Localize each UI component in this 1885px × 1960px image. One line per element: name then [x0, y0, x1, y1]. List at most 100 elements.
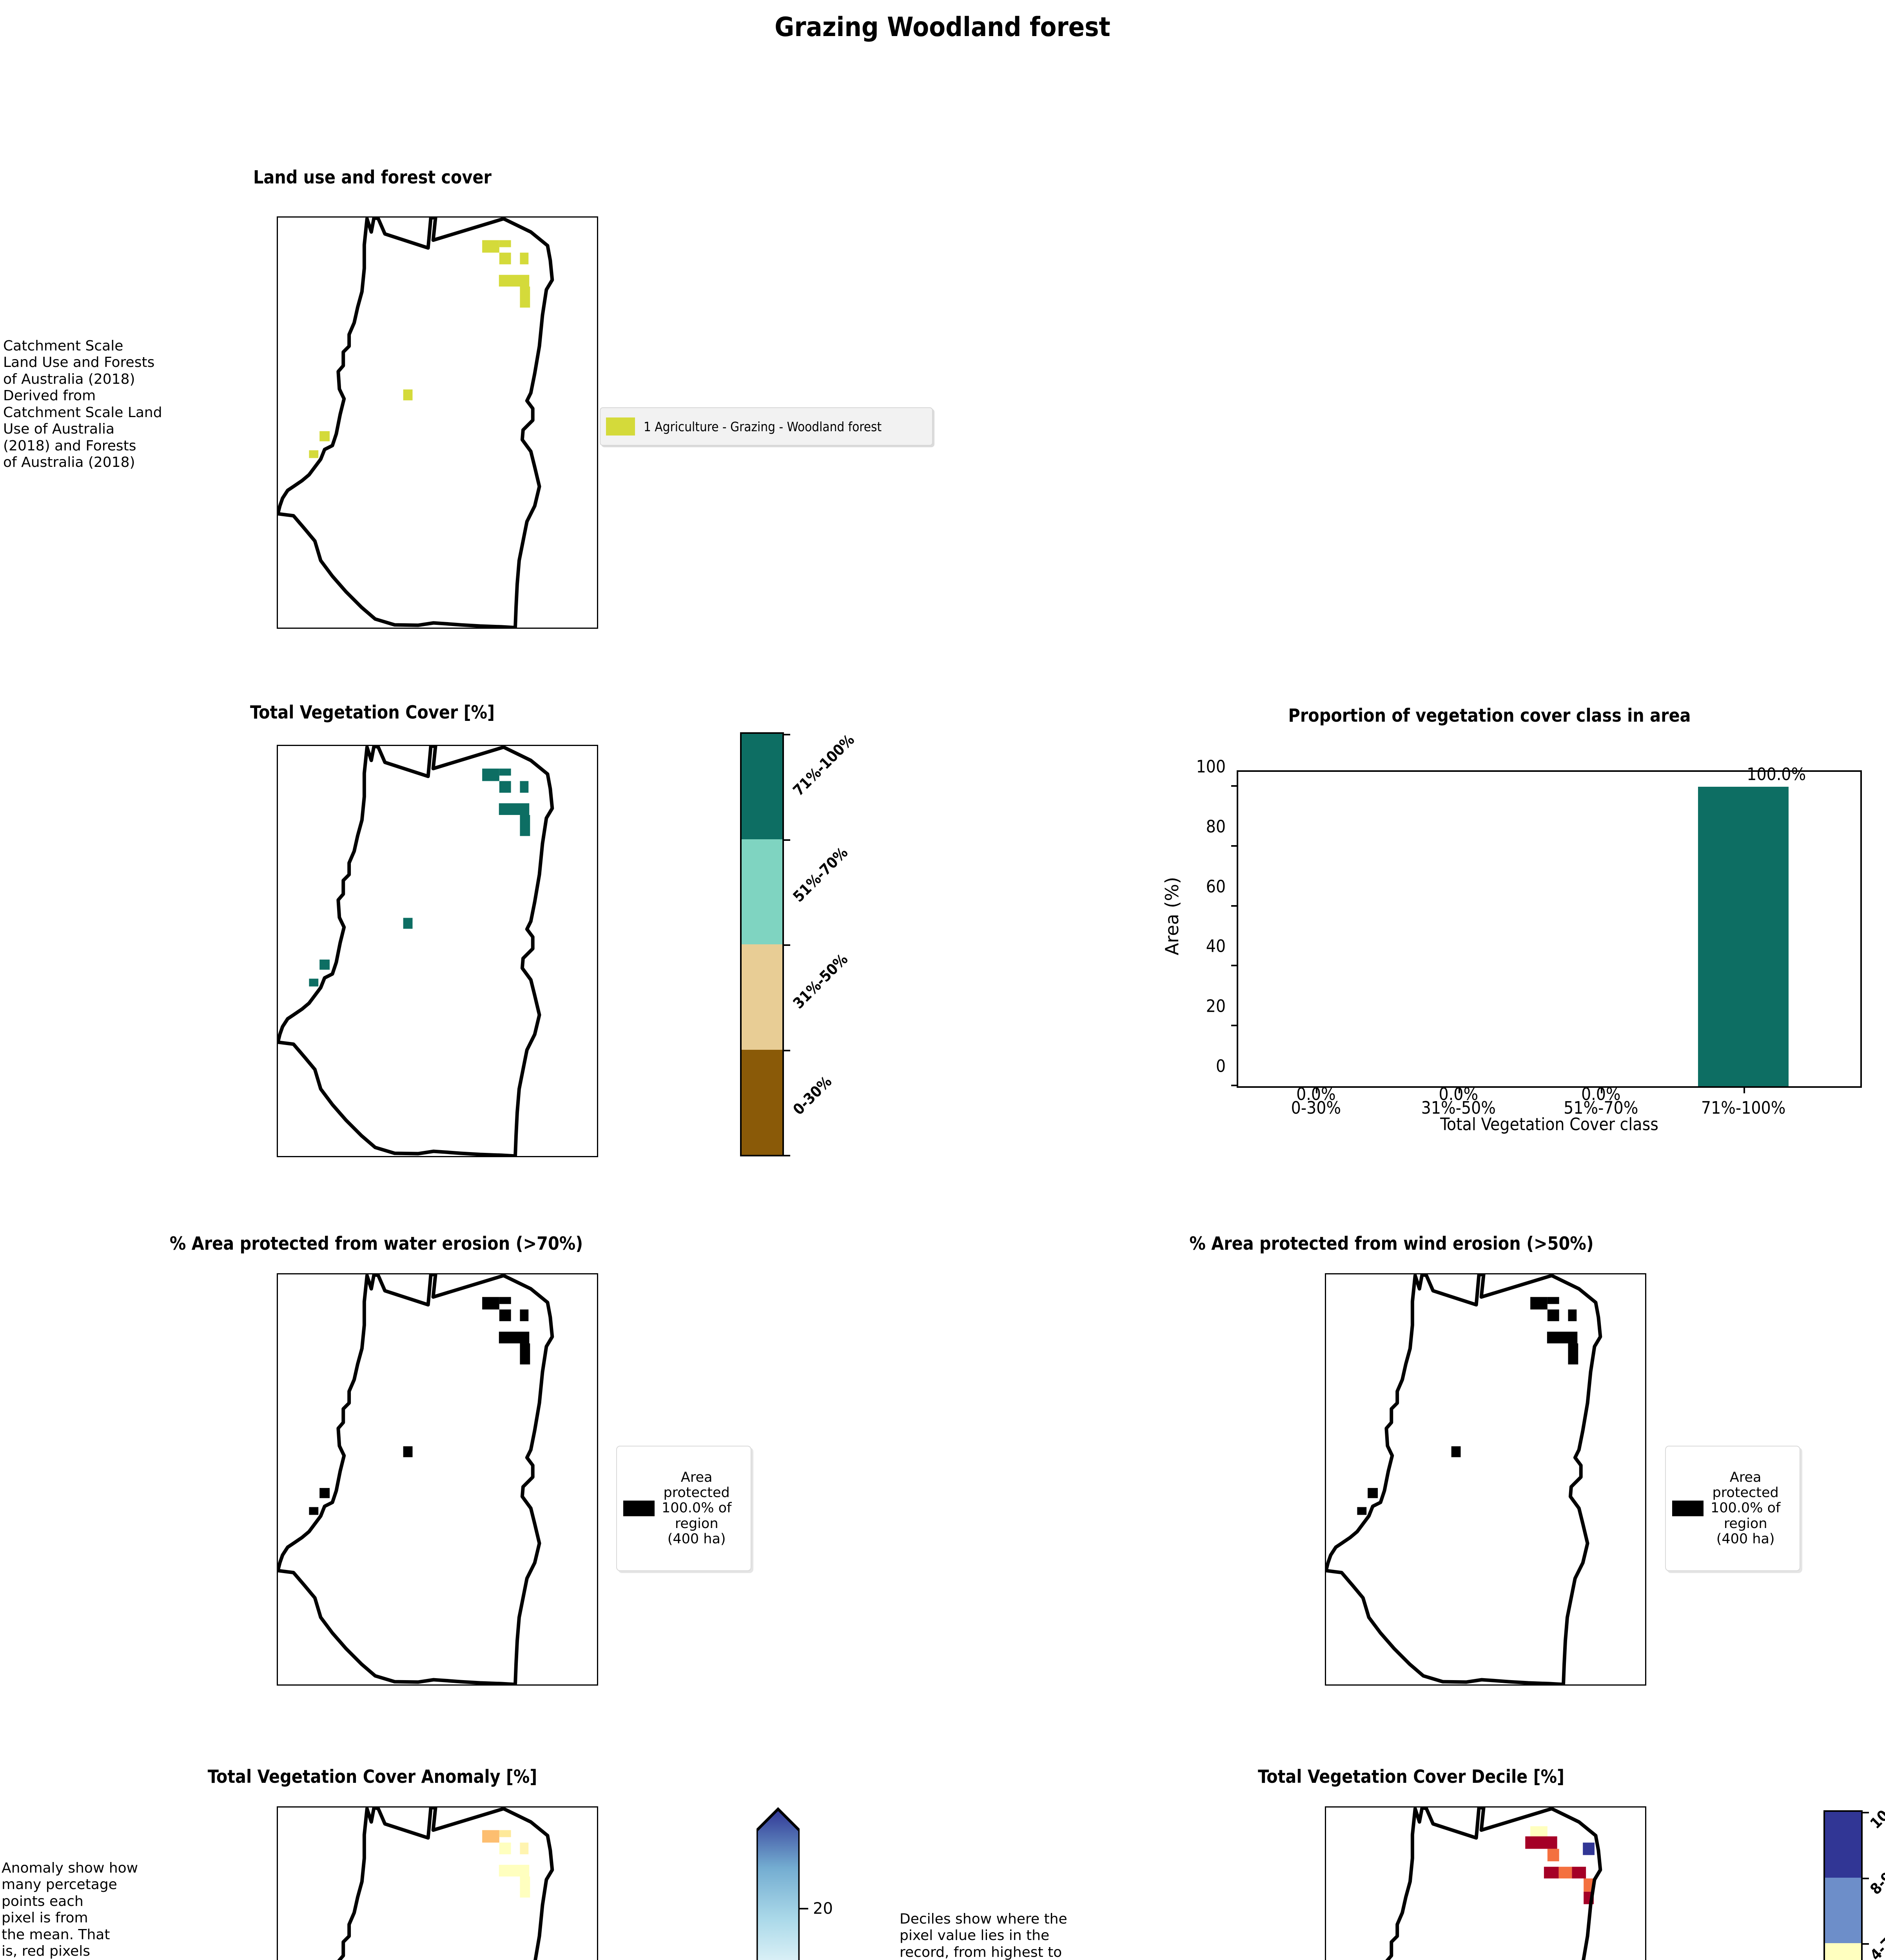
wind-tick-left-3: [1325, 1561, 1326, 1562]
decile-tick-left-1: [1325, 1862, 1326, 1864]
landuse-tick-bottom-2: [450, 628, 452, 629]
decile-colorbar-tick-1: [1861, 1877, 1869, 1879]
cover-colorbar-seg-2: [742, 944, 782, 1050]
y-tick-40: [1231, 965, 1238, 967]
y-axis-title: Area (%): [1161, 877, 1183, 956]
cover-tick-left-3: [277, 1032, 278, 1033]
water-erosion-map[interactable]: [277, 1273, 598, 1686]
protected-pixels: [309, 1297, 530, 1515]
decile-colorbar-tick-0: [1861, 1812, 1869, 1813]
wind-erosion-legend-label: Area protected 100.0% of region (400 ha): [1711, 1470, 1781, 1547]
decile-pixels: [1525, 1826, 1595, 1904]
decile-map-svg: [1385, 1808, 1602, 1960]
landuse-tick-left-2: [277, 386, 278, 387]
y-tick-label-20: 20: [1206, 996, 1226, 1016]
y-tick-0: [1231, 1085, 1238, 1086]
anomaly-side-note: Anomaly show how many percetage points e…: [2, 1860, 138, 1960]
anomaly-pixels: [482, 1830, 530, 1898]
region-boundary: [337, 1808, 554, 1960]
region-boundary-south: [278, 512, 517, 628]
decile-map[interactable]: [1325, 1806, 1646, 1960]
cover-colorbar-tick-0: [782, 734, 790, 735]
anomaly-colorbar-svg: [757, 1807, 800, 1960]
cover-colorbar-label-3: 0-30%: [789, 1073, 835, 1118]
decile-side-note: Deciles show where the pixel value lies …: [900, 1911, 1067, 1960]
anomaly-map[interactable]: [277, 1806, 598, 1960]
landuse-legend[interactable]: 1 Agriculture - Grazing - Woodland fores…: [600, 407, 933, 446]
x-tick-1: [1458, 1086, 1460, 1093]
anomaly-tick-left-1: [277, 1862, 278, 1864]
wind-erosion-legend[interactable]: Area protected 100.0% of region (400 ha): [1665, 1446, 1800, 1571]
x-tick-0: [1316, 1086, 1318, 1093]
cover-panel-title: Total Vegetation Cover [%]: [250, 702, 495, 723]
protected-pixels: [1357, 1297, 1578, 1515]
decile-colorbar-label-8-9: 8-9: [1867, 1868, 1885, 1898]
cover-colorbar[interactable]: 71%-100% 51%-70% 31%-50% 0-30%: [740, 731, 858, 1156]
x-tick-label-2: 51%-70%: [1564, 1098, 1638, 1118]
cover-colorbar-tick-4: [782, 1155, 790, 1156]
region-boundary: [278, 218, 554, 628]
cover-map[interactable]: [277, 745, 598, 1157]
water-tick-left-2: [277, 1443, 278, 1444]
decile-colorbar-tick-2: [1861, 1943, 1869, 1945]
landuse-map[interactable]: [277, 216, 598, 629]
y-tick-label-80: 80: [1206, 817, 1226, 837]
region-boundary-south: [1326, 1569, 1566, 1684]
anomaly-colorbar[interactable]: 20 10 0 −10 −20: [757, 1807, 833, 1960]
cover-tick-left-2: [277, 915, 278, 916]
y-tick-100: [1231, 785, 1238, 787]
region-boundary: [278, 1274, 554, 1684]
cover-tick-bottom-3: [576, 1156, 577, 1157]
landuse-tick-bottom-3: [576, 628, 577, 629]
proportion-bar-chart[interactable]: Proportion of vegetation cover class in …: [1117, 698, 1862, 1227]
water-erosion-map-svg: [278, 1274, 554, 1684]
cover-colorbar-seg-1: [742, 839, 782, 944]
page-title: Grazing Woodland forest: [775, 12, 1110, 43]
y-tick-20: [1231, 1025, 1238, 1027]
wind-tick-bottom-1: [1369, 1684, 1370, 1686]
cover-colorbar-label-0: 71%-100%: [789, 731, 858, 799]
cover-colorbar-seg-0: [742, 734, 782, 839]
landuse-map-svg: [278, 218, 554, 628]
region-boundary-south: [278, 1040, 517, 1156]
decile-colorbar-seg-4-7: [1825, 1943, 1861, 1960]
region-boundary-south: [278, 1569, 517, 1684]
bar-chart-title: Proportion of vegetation cover class in …: [1288, 705, 1691, 726]
water-tick-bottom-1: [321, 1684, 322, 1686]
water-erosion-legend-swatch: [623, 1501, 655, 1516]
x-axis-title: Total Vegetation Cover class: [1440, 1114, 1658, 1134]
region-boundary: [278, 746, 554, 1156]
wind-tick-left-2: [1325, 1443, 1326, 1444]
cover-colorbar-tick-2: [782, 944, 790, 946]
cover-colorbar-label-2: 31%-50%: [789, 950, 851, 1012]
anomaly-colorbar-label-20: 20: [813, 1900, 833, 1918]
wind-tick-left-1: [1325, 1329, 1326, 1330]
landuse-tick-bottom-1: [321, 628, 322, 629]
anomaly-colorbar-tick-20: [800, 1908, 808, 1909]
cover-tick-bottom-2: [450, 1156, 452, 1157]
wind-erosion-panel-title: % Area protected from wind erosion (>50%…: [1189, 1233, 1594, 1254]
landuse-tick-left-1: [277, 272, 278, 274]
wind-erosion-map-svg: [1326, 1274, 1602, 1684]
region-boundary: [1326, 1274, 1602, 1684]
y-tick-60: [1231, 905, 1238, 907]
wind-erosion-map[interactable]: [1325, 1273, 1646, 1686]
y-tick-80: [1231, 845, 1238, 847]
anomaly-panel-title: Total Vegetation Cover Anomaly [%]: [207, 1766, 537, 1787]
decile-colorbar-label-4-7: 4-7: [1867, 1934, 1885, 1960]
water-erosion-panel-title: % Area protected from water erosion (>70…: [169, 1233, 583, 1254]
y-tick-label-0: 0: [1216, 1056, 1226, 1076]
decile-colorbar[interactable]: 10 8-9 4-7 2-3 1: [1823, 1807, 1885, 1960]
cover-colorbar-seg-3: [742, 1049, 782, 1155]
cover-colorbar-label-1: 51%-70%: [789, 844, 851, 906]
cover-pixels: [309, 768, 530, 987]
x-tick-label-3: 71%-100%: [1701, 1098, 1786, 1118]
wind-tick-bottom-2: [1499, 1684, 1500, 1686]
decile-panel-title: Total Vegetation Cover Decile [%]: [1258, 1766, 1564, 1787]
landuse-legend-label: 1 Agriculture - Grazing - Woodland fores…: [644, 419, 882, 434]
y-tick-label-40: 40: [1206, 936, 1226, 956]
water-erosion-legend[interactable]: Area protected 100.0% of region (400 ha): [616, 1446, 751, 1571]
region-boundary: [1385, 1808, 1602, 1960]
bar-3[interactable]: [1698, 787, 1789, 1086]
landuse-tick-left-3: [277, 504, 278, 505]
